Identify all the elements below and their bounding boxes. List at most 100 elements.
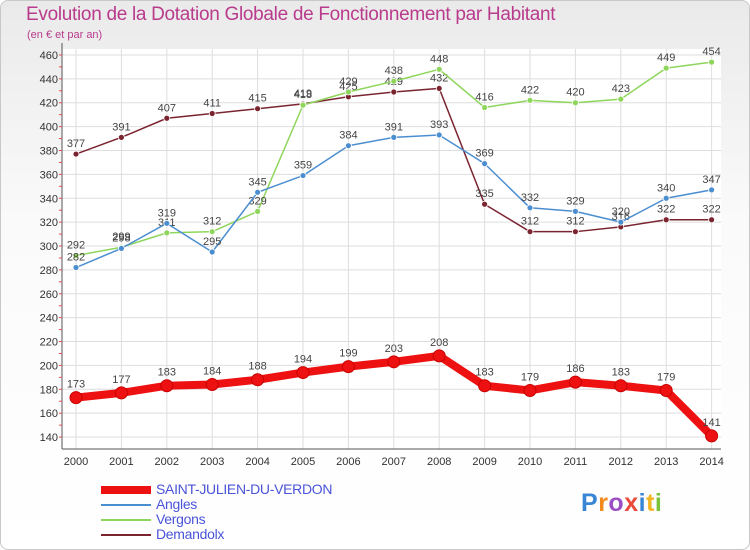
data-label-demandolx: 415	[248, 93, 266, 105]
data-label-saint-julien-du-verdon: 173	[67, 379, 85, 391]
y-tick-label: 340	[40, 193, 58, 205]
x-tick-label: 2011	[564, 456, 588, 468]
data-label-demandolx: 312	[566, 216, 584, 228]
x-tick-label: 2006	[336, 456, 360, 468]
y-tick-label: 380	[40, 145, 58, 157]
data-label-saint-julien-du-verdon: 194	[294, 354, 312, 366]
legend-swatch-saint-julien	[101, 486, 151, 494]
data-point-vergons	[617, 95, 625, 103]
data-point-angles	[72, 264, 80, 271]
data-point-vergons	[208, 228, 216, 236]
data-label-saint-julien-du-verdon: 141	[702, 417, 720, 429]
y-tick-label: 260	[40, 289, 58, 301]
data-point-vergons	[299, 101, 307, 109]
data-label-angles: 282	[67, 252, 85, 264]
data-point-angles	[254, 188, 262, 196]
data-point-saint-julien-du-verdon	[341, 360, 355, 374]
data-point-vergons	[163, 229, 171, 237]
data-label-demandolx: 425	[339, 81, 357, 93]
logo-letter: x	[624, 489, 639, 517]
data-point-angles	[526, 204, 534, 212]
data-point-angles	[208, 248, 216, 256]
data-point-vergons	[72, 252, 80, 259]
data-label-angles: 345	[248, 176, 266, 188]
data-point-angles	[708, 186, 715, 194]
data-point-demandolx	[254, 105, 262, 113]
logo-letter: i	[654, 489, 663, 517]
data-point-angles	[390, 133, 398, 141]
data-point-demandolx	[390, 88, 398, 96]
data-label-angles: 295	[203, 236, 221, 248]
data-point-angles	[662, 194, 670, 202]
x-tick-label: 2001	[109, 456, 133, 468]
data-point-vergons	[344, 88, 352, 96]
legend-swatch-demandolx	[101, 534, 151, 536]
data-point-angles	[163, 219, 171, 227]
data-point-angles	[572, 207, 579, 215]
data-label-angles: 369	[475, 148, 493, 160]
x-tick-label: 2007	[382, 456, 406, 468]
data-label-saint-julien-du-verdon: 183	[158, 367, 176, 379]
data-label-vergons: 454	[702, 46, 720, 58]
legend-label-vergons: Vergons	[156, 511, 206, 527]
data-label-vergons: 420	[566, 87, 584, 99]
data-point-saint-julien-du-verdon	[160, 379, 174, 393]
data-point-angles	[299, 172, 307, 179]
data-label-angles: 393	[430, 119, 448, 131]
data-label-vergons: 448	[430, 53, 448, 65]
data-point-angles	[617, 218, 625, 226]
data-label-saint-julien-du-verdon: 186	[566, 363, 584, 375]
data-label-angles: 319	[158, 207, 176, 219]
data-point-saint-julien-du-verdon	[114, 386, 128, 400]
data-point-saint-julien-du-verdon	[568, 375, 582, 389]
data-point-vergons	[481, 104, 489, 111]
data-label-vergons: 449	[657, 52, 675, 64]
data-label-saint-julien-du-verdon: 183	[475, 367, 493, 379]
x-tick-label: 2009	[472, 456, 496, 468]
data-label-demandolx: 322	[702, 204, 720, 216]
data-point-demandolx	[708, 216, 715, 224]
data-point-demandolx	[481, 200, 489, 208]
y-tick-label: 220	[40, 337, 58, 349]
data-label-angles: 347	[702, 174, 720, 186]
y-tick-label: 440	[40, 74, 58, 86]
data-point-saint-julien-du-verdon	[296, 366, 310, 380]
data-point-saint-julien-du-verdon	[387, 355, 401, 369]
chart-title: Evolution de la Dotation Globale de Fonc…	[26, 4, 556, 25]
x-tick-label: 2000	[64, 456, 88, 468]
data-point-angles	[435, 131, 443, 139]
data-label-demandolx: 411	[203, 97, 221, 109]
y-tick-label: 320	[40, 217, 58, 229]
data-label-angles: 359	[294, 160, 312, 172]
data-point-vergons	[662, 64, 670, 72]
data-label-saint-julien-du-verdon: 203	[385, 343, 403, 355]
x-tick-label: 2005	[291, 456, 315, 468]
x-tick-label: 2014	[699, 456, 723, 468]
data-point-demandolx	[118, 133, 125, 141]
data-label-demandolx: 377	[67, 138, 85, 150]
y-tick-label: 140	[40, 432, 58, 444]
data-label-angles: 384	[339, 130, 357, 142]
data-label-saint-julien-du-verdon: 208	[430, 337, 448, 349]
x-tick-label: 2003	[200, 456, 224, 468]
y-tick-label: 280	[40, 265, 58, 277]
data-label-vergons: 292	[67, 240, 85, 252]
data-point-saint-julien-du-verdon	[432, 349, 446, 363]
data-point-demandolx	[526, 228, 534, 236]
data-point-saint-julien-du-verdon	[69, 391, 83, 405]
data-label-vergons: 422	[521, 84, 539, 96]
data-point-angles	[118, 245, 125, 252]
data-label-saint-julien-du-verdon: 179	[521, 371, 539, 383]
data-label-saint-julien-du-verdon: 199	[339, 348, 357, 360]
data-point-demandolx	[208, 110, 216, 117]
legend-swatch-angles	[101, 504, 151, 506]
y-tick-label: 420	[40, 98, 58, 110]
data-label-demandolx: 312	[521, 216, 539, 228]
data-label-saint-julien-du-verdon: 179	[657, 371, 675, 383]
logo-letter: P	[581, 489, 599, 517]
data-label-angles: 298	[112, 232, 130, 244]
data-point-saint-julien-du-verdon	[659, 383, 673, 397]
data-label-saint-julien-du-verdon: 188	[248, 361, 266, 373]
data-label-demandolx: 391	[112, 121, 130, 133]
